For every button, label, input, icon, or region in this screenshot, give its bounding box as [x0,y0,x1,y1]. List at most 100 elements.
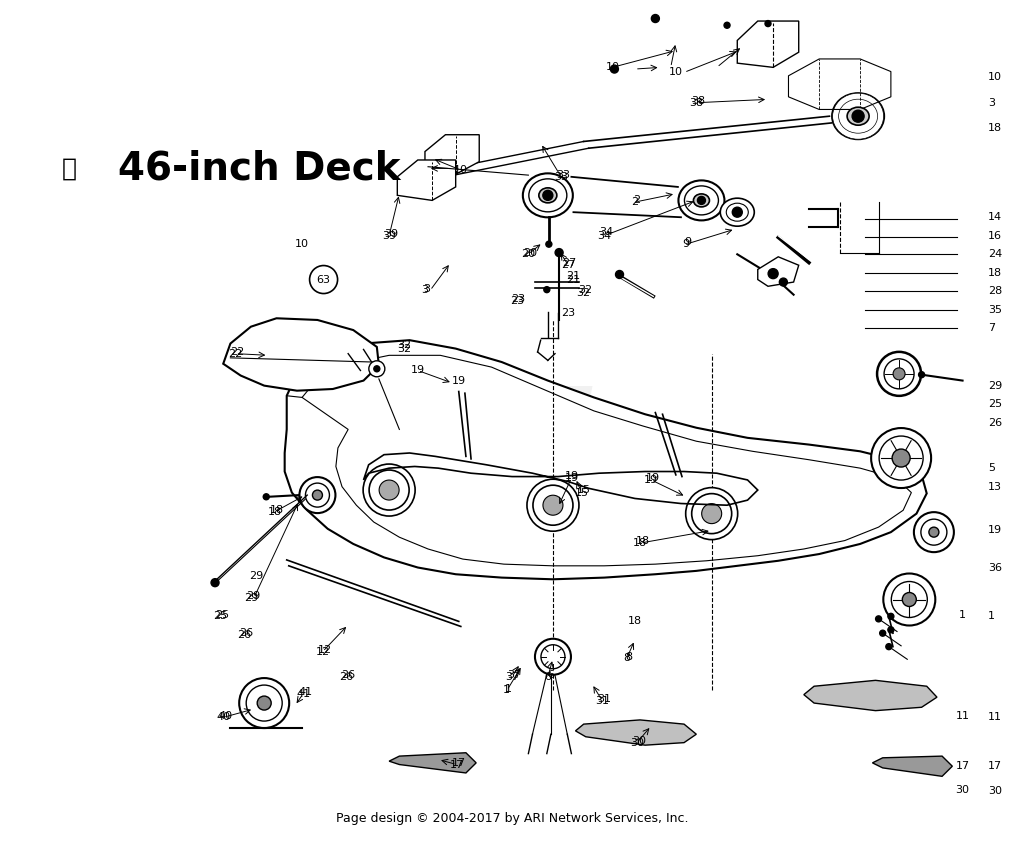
Circle shape [697,196,706,205]
Circle shape [891,582,928,617]
Text: 6: 6 [545,672,551,682]
Circle shape [880,630,886,637]
Text: 40: 40 [218,711,232,721]
Text: 24: 24 [988,249,1002,259]
Text: 3: 3 [424,284,430,294]
Text: 26: 26 [341,670,355,680]
Text: 34: 34 [597,231,611,241]
Circle shape [888,626,894,633]
Ellipse shape [847,107,869,125]
Text: 30: 30 [955,785,970,795]
Circle shape [615,270,624,279]
Text: 11: 11 [988,712,1002,722]
Text: 9: 9 [683,239,689,249]
Text: 18: 18 [636,536,650,546]
Text: 🚜: 🚜 [62,157,77,180]
Text: 26: 26 [988,418,1002,428]
Circle shape [884,359,914,389]
Text: 27: 27 [561,260,575,270]
Polygon shape [285,340,927,579]
Text: 3: 3 [422,285,428,296]
Circle shape [884,573,935,626]
Text: 2: 2 [634,195,640,205]
Circle shape [527,479,579,531]
Circle shape [888,613,894,620]
Circle shape [724,22,730,29]
Circle shape [246,685,283,721]
Text: 17: 17 [988,761,1002,771]
Text: 8: 8 [624,653,630,663]
Circle shape [364,464,415,516]
Text: 30: 30 [632,736,646,746]
Text: 35: 35 [988,305,1002,315]
Text: 39: 39 [384,229,398,239]
Polygon shape [737,21,799,67]
Text: 19: 19 [411,365,425,376]
Circle shape [878,352,921,396]
Text: 5: 5 [988,463,995,473]
Text: 23: 23 [511,294,525,304]
Polygon shape [397,160,456,200]
Circle shape [543,495,563,515]
Text: 18: 18 [628,616,642,626]
Circle shape [701,504,722,524]
Ellipse shape [693,194,710,207]
Circle shape [765,20,771,27]
Circle shape [871,428,931,488]
Text: 26: 26 [237,630,251,640]
Text: 32: 32 [397,340,412,350]
Circle shape [240,678,289,728]
Text: 30: 30 [630,738,644,748]
Circle shape [309,265,338,294]
Circle shape [876,616,882,622]
Text: 29: 29 [244,593,258,603]
Text: 32: 32 [397,344,412,354]
Circle shape [541,645,565,669]
Text: ARI: ARI [304,381,597,529]
Circle shape [535,639,571,674]
Circle shape [902,593,916,606]
Text: 31: 31 [597,694,611,704]
Ellipse shape [838,99,879,134]
Text: 18: 18 [269,505,284,515]
Text: 36: 36 [988,562,1002,573]
Text: 15: 15 [577,485,591,495]
Text: 19: 19 [646,473,660,483]
Text: 1: 1 [505,684,511,694]
Text: 19: 19 [988,525,1002,536]
Ellipse shape [523,173,572,217]
Circle shape [732,207,742,217]
Circle shape [263,493,269,500]
Text: 41: 41 [298,687,312,697]
Ellipse shape [684,186,719,215]
Circle shape [610,65,618,73]
Text: 17: 17 [955,761,970,771]
Ellipse shape [839,99,878,133]
Circle shape [921,520,947,545]
Polygon shape [425,135,479,174]
Circle shape [880,436,923,480]
Text: 3: 3 [988,98,995,108]
Ellipse shape [539,188,557,203]
Circle shape [919,371,925,378]
Circle shape [544,286,550,293]
Text: 8: 8 [626,652,632,662]
Circle shape [257,696,271,710]
Circle shape [913,512,954,552]
Text: 19: 19 [452,376,466,386]
Text: 10: 10 [988,72,1002,83]
Polygon shape [758,257,799,286]
Circle shape [305,483,330,507]
Circle shape [691,493,732,534]
Text: 29: 29 [246,591,260,601]
Text: 12: 12 [315,647,330,657]
Text: 2: 2 [632,197,638,207]
Circle shape [892,449,910,467]
Circle shape [211,578,219,587]
Text: 18: 18 [633,538,647,548]
Text: 10: 10 [605,62,620,72]
Text: 46-inch Deck: 46-inch Deck [118,149,400,188]
Text: 33: 33 [556,170,570,180]
Text: 39: 39 [382,231,396,241]
Text: 11: 11 [955,711,970,721]
